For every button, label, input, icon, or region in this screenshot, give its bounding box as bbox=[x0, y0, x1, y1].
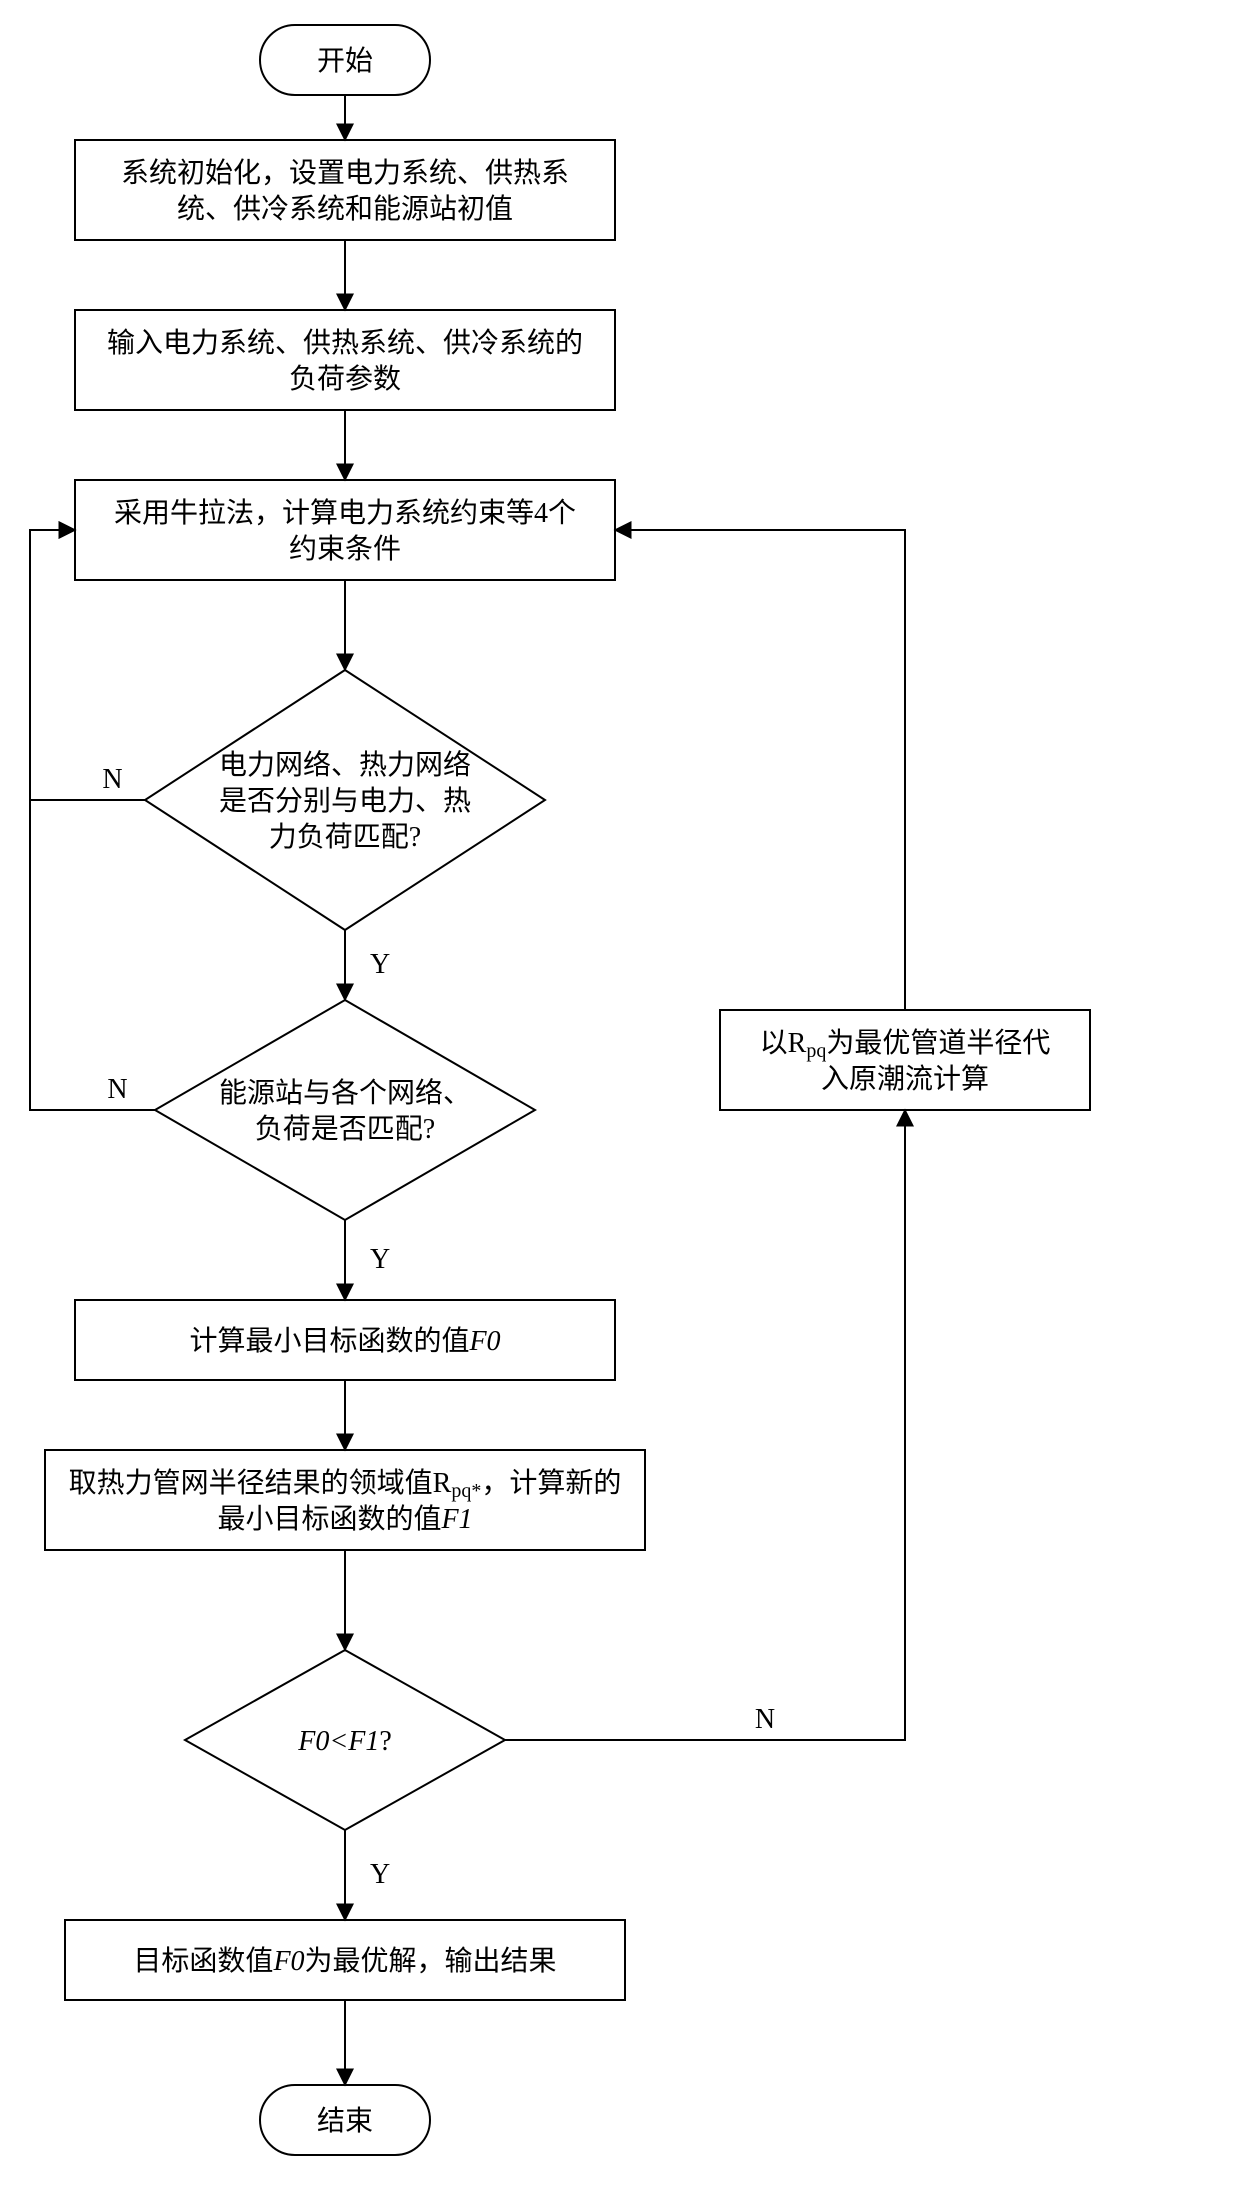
svg-text:以Rpq为最优管道半径代: 以Rpq为最优管道半径代 bbox=[760, 1027, 1051, 1062]
svg-text:Y: Y bbox=[370, 1244, 390, 1275]
svg-text:电力网络、热力网络: 电力网络、热力网络 bbox=[219, 749, 471, 781]
svg-text:能源站与各个网络、: 能源站与各个网络、 bbox=[219, 1077, 471, 1109]
svg-text:约束条件: 约束条件 bbox=[289, 533, 401, 565]
rightbox bbox=[720, 1010, 1090, 1110]
init bbox=[75, 140, 615, 240]
svg-text:N: N bbox=[755, 1704, 775, 1735]
svg-text:取热力管网半径结果的领域值Rpq*，计算新的: 取热力管网半径结果的领域值Rpq*，计算新的 bbox=[69, 1467, 622, 1502]
svg-text:最小目标函数的值F1: 最小目标函数的值F1 bbox=[217, 1503, 472, 1535]
svg-text:输入电力系统、供热系统、供冷系统的: 输入电力系统、供热系统、供冷系统的 bbox=[107, 327, 583, 359]
svg-text:Y: Y bbox=[370, 949, 390, 980]
svg-text:系统初始化，设置电力系统、供热系: 系统初始化，设置电力系统、供热系 bbox=[121, 157, 569, 189]
calcF1 bbox=[45, 1450, 645, 1550]
svg-text:目标函数值F0为最优解，输出结果: 目标函数值F0为最优解，输出结果 bbox=[133, 1945, 556, 1977]
svg-text:Y: Y bbox=[370, 1859, 390, 1890]
svg-text:N: N bbox=[102, 764, 122, 795]
svg-text:统、供冷系统和能源站初值: 统、供冷系统和能源站初值 bbox=[177, 193, 513, 225]
svg-text:力负荷匹配?: 力负荷匹配? bbox=[269, 821, 421, 853]
svg-text:F0<F1?: F0<F1? bbox=[297, 1726, 392, 1757]
svg-text:是否分别与电力、热: 是否分别与电力、热 bbox=[219, 785, 471, 817]
input bbox=[75, 310, 615, 410]
svg-text:开始: 开始 bbox=[317, 45, 373, 77]
newton bbox=[75, 480, 615, 580]
svg-text:负荷参数: 负荷参数 bbox=[289, 363, 401, 395]
svg-text:入原潮流计算: 入原潮流计算 bbox=[821, 1063, 989, 1095]
svg-text:采用牛拉法，计算电力系统约束等4个: 采用牛拉法，计算电力系统约束等4个 bbox=[114, 497, 576, 529]
svg-text:负荷是否匹配?: 负荷是否匹配? bbox=[255, 1113, 435, 1145]
svg-text:计算最小目标函数的值F0: 计算最小目标函数的值F0 bbox=[189, 1325, 500, 1357]
svg-text:结束: 结束 bbox=[317, 2105, 373, 2137]
flowchart-canvas: 开始系统初始化，设置电力系统、供热系统、供冷系统和能源站初值输入电力系统、供热系… bbox=[0, 0, 1240, 2196]
decision2 bbox=[155, 1000, 535, 1220]
svg-text:N: N bbox=[107, 1074, 127, 1105]
